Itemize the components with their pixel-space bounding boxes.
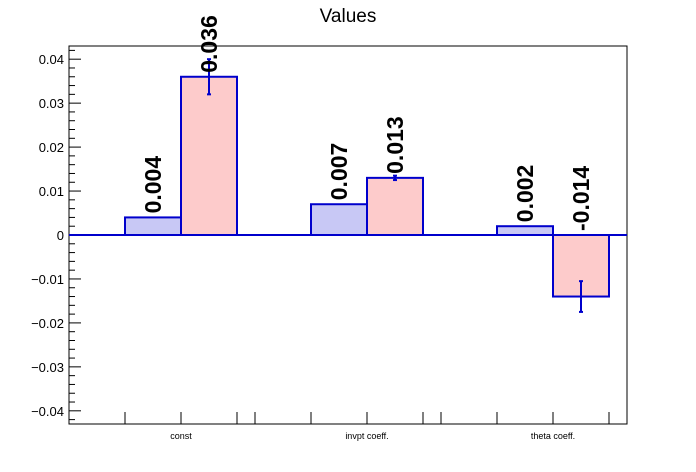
y-tick-label: 0.01 (39, 184, 64, 199)
bar (124, 216, 182, 237)
x-category-label: invpt coeff. (345, 431, 388, 441)
y-tick-label: 0.02 (39, 140, 64, 155)
x-category-label: const (170, 431, 192, 441)
data-label: 0.007 (326, 143, 352, 201)
x-category-label: theta coeff. (531, 431, 575, 441)
data-label: 0.036 (196, 15, 222, 73)
bar (310, 203, 368, 237)
y-tick-label: −0.03 (31, 360, 64, 375)
data-label: 0.004 (140, 156, 166, 214)
y-tick-label: 0 (57, 228, 64, 243)
y-tick-label: −0.04 (31, 404, 64, 419)
data-label: -0.014 (568, 166, 594, 231)
y-tick-label: −0.02 (31, 316, 64, 331)
y-tick-label: −0.01 (31, 272, 64, 287)
bar (496, 225, 554, 237)
data-label: 0.002 (512, 165, 538, 223)
bar (180, 75, 238, 236)
y-tick-label: 0.04 (39, 52, 64, 67)
bar (366, 176, 424, 236)
data-label: 0.013 (382, 116, 408, 174)
chart-title: Values (319, 6, 377, 27)
y-tick-label: 0.03 (39, 96, 64, 111)
